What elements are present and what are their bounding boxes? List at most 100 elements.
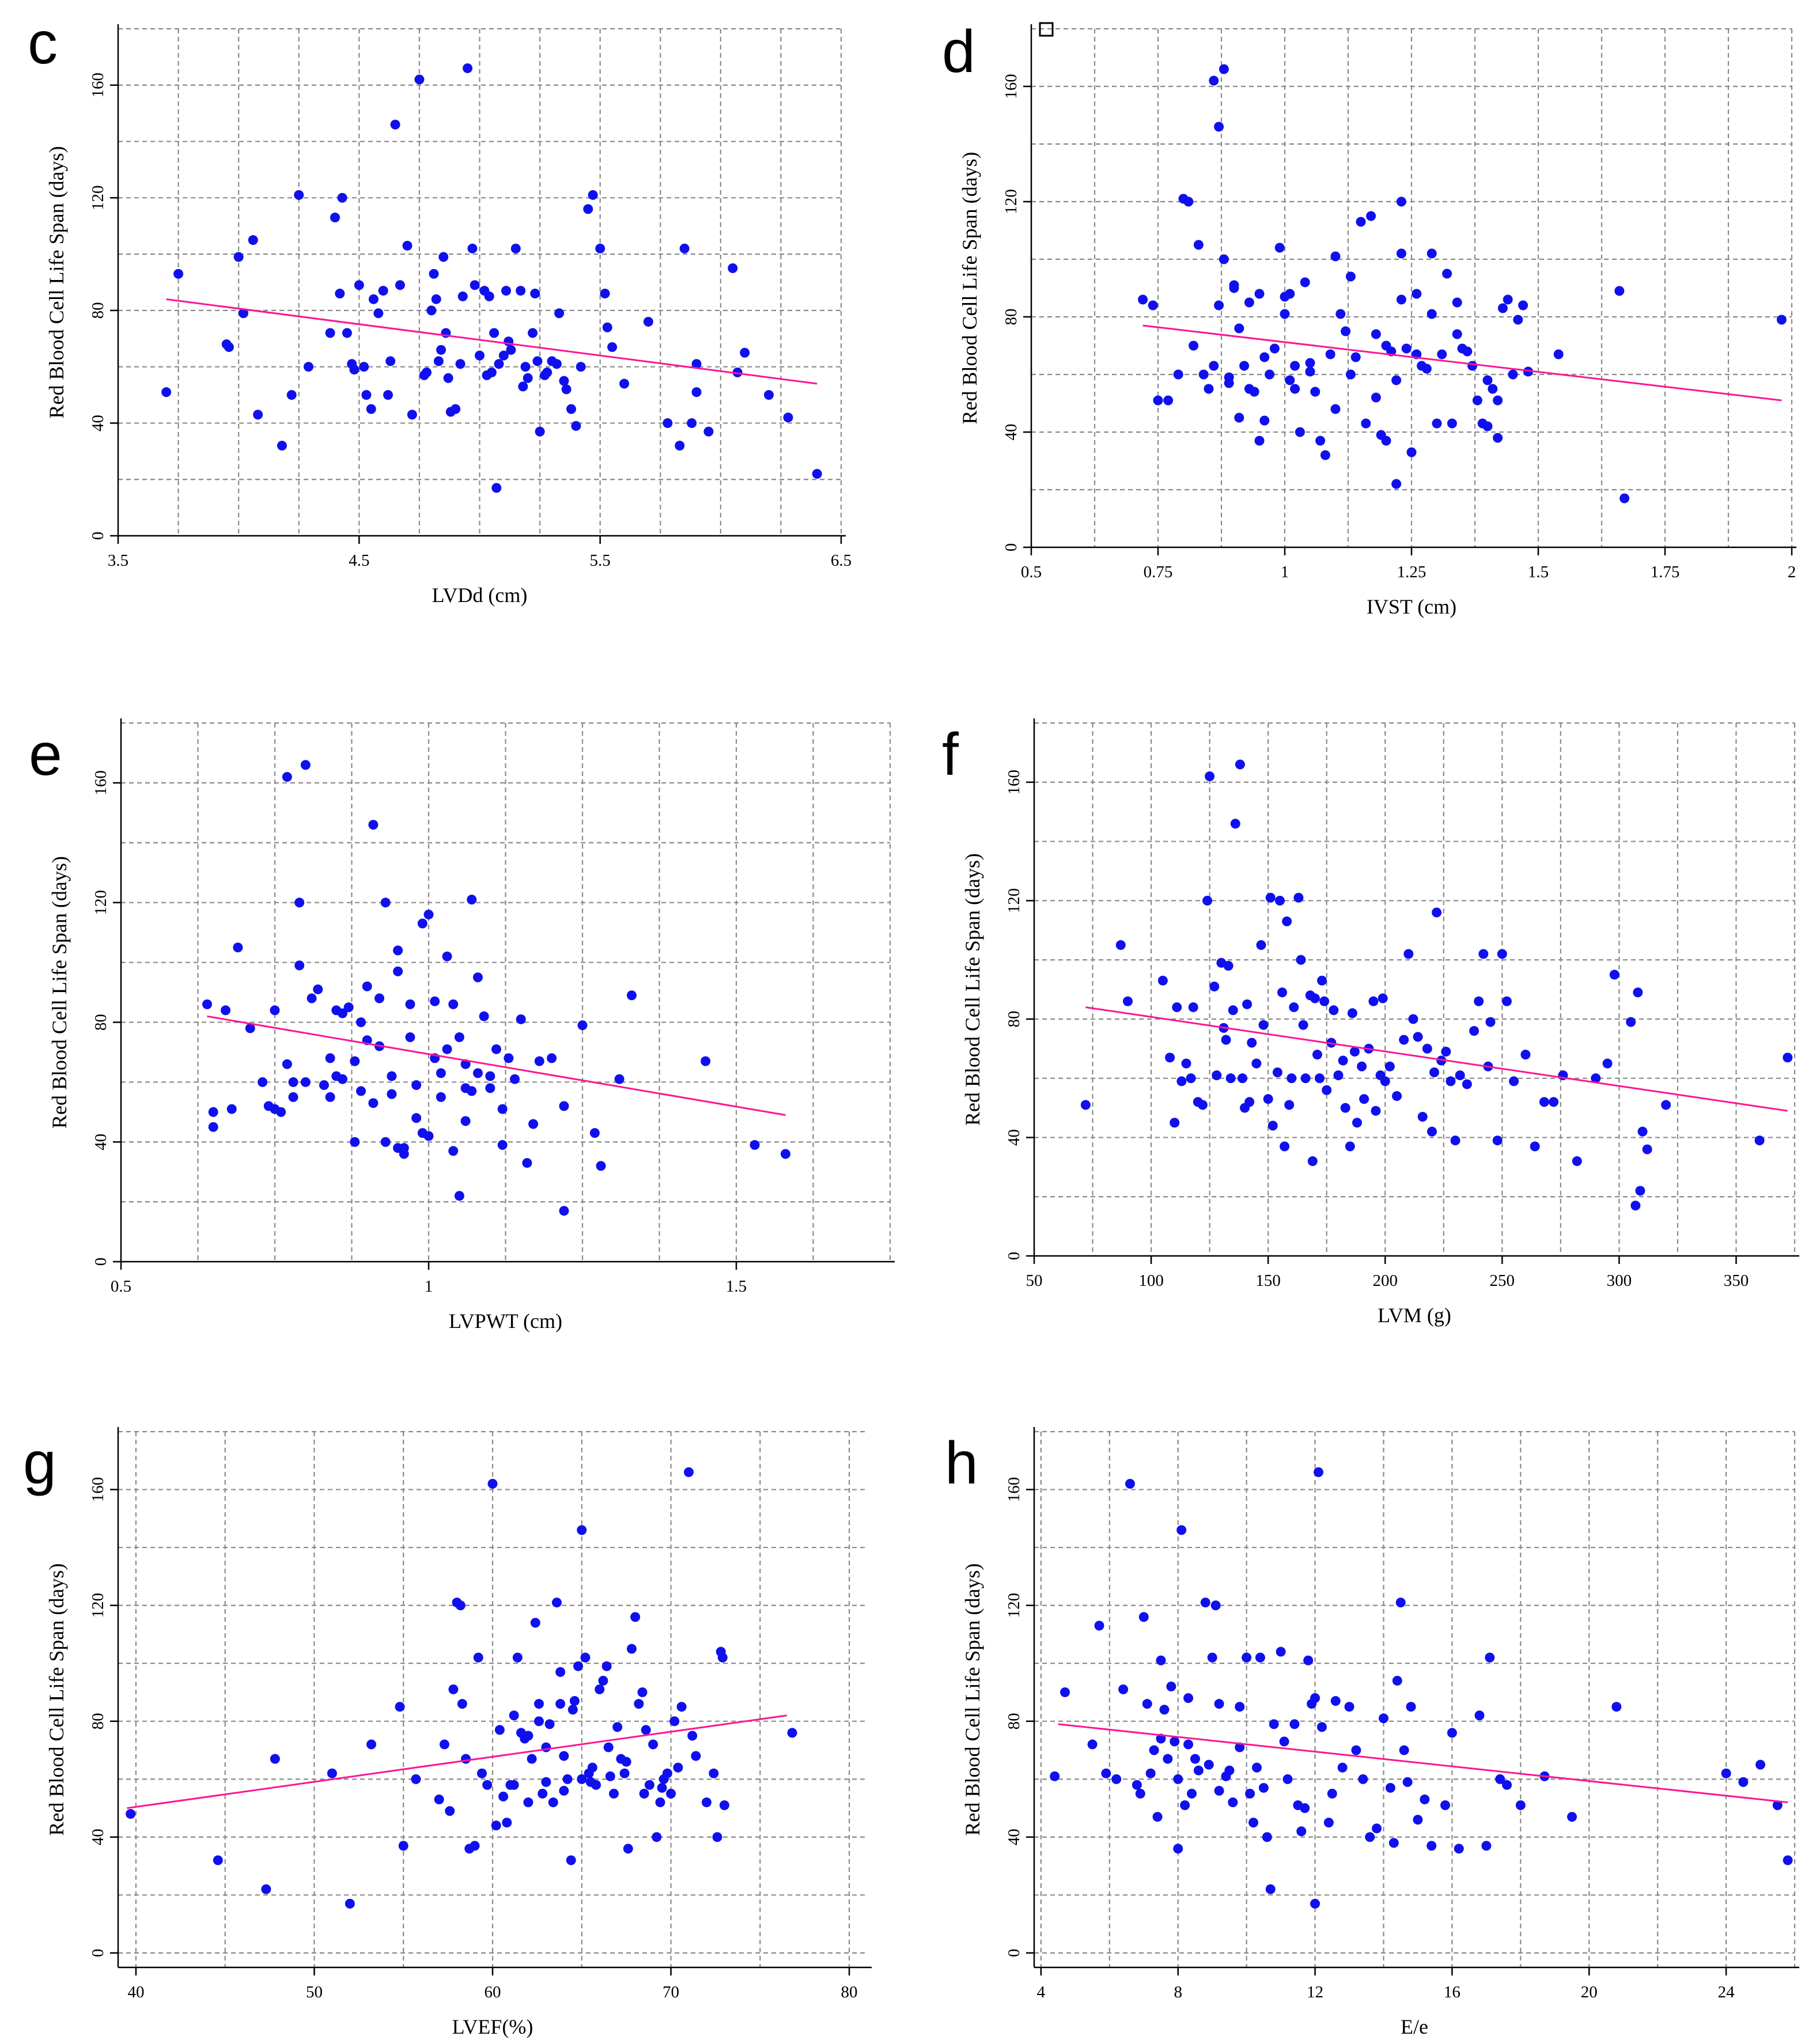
data-point bbox=[533, 1716, 544, 1727]
data-point bbox=[270, 1754, 280, 1764]
data-point bbox=[669, 1716, 680, 1727]
data-point bbox=[494, 359, 504, 369]
data-point bbox=[407, 410, 417, 420]
data-point bbox=[701, 1056, 711, 1066]
panel-letter: e bbox=[29, 721, 62, 788]
data-point bbox=[1469, 1025, 1480, 1036]
data-point bbox=[719, 1800, 729, 1810]
data-point bbox=[1258, 1782, 1269, 1793]
data-point bbox=[780, 1149, 790, 1159]
data-point bbox=[1783, 1053, 1793, 1063]
data-point bbox=[1204, 384, 1214, 394]
data-point bbox=[442, 1044, 452, 1054]
data-point bbox=[482, 1780, 493, 1790]
data-point bbox=[1289, 1719, 1300, 1729]
data-point bbox=[691, 1751, 701, 1761]
data-point bbox=[1212, 1070, 1222, 1081]
y-axis-label: Red Blood Cell Life Span (days) bbox=[48, 856, 71, 1129]
data-point bbox=[1361, 418, 1371, 429]
data-point bbox=[467, 1086, 477, 1096]
x-tick-label: 5.5 bbox=[590, 551, 611, 570]
data-point bbox=[245, 1023, 255, 1034]
data-point bbox=[439, 1739, 449, 1750]
data-point bbox=[1153, 395, 1163, 406]
data-point bbox=[300, 760, 311, 770]
data-point bbox=[467, 243, 478, 253]
data-point bbox=[644, 1780, 654, 1790]
panel-e: e 0.5 1 1.5 0 40 80 120 160 LVPWT (cm) Red Blood C… bbox=[29, 718, 895, 1333]
data-point bbox=[1403, 949, 1414, 959]
data-point bbox=[343, 1002, 354, 1012]
data-point bbox=[1520, 1050, 1531, 1060]
data-point bbox=[652, 1832, 662, 1842]
x-tick-label: 1.25 bbox=[1397, 563, 1427, 581]
data-point bbox=[368, 820, 379, 830]
fit-line bbox=[166, 298, 818, 385]
data-point bbox=[398, 1841, 408, 1851]
data-point bbox=[619, 379, 629, 389]
data-point bbox=[426, 305, 437, 316]
data-point bbox=[327, 1768, 337, 1778]
x-tick-label: 200 bbox=[1372, 1271, 1398, 1290]
data-point bbox=[226, 1104, 237, 1114]
data-point bbox=[1513, 315, 1523, 325]
data-point bbox=[479, 1011, 489, 1021]
data-point bbox=[1305, 366, 1315, 377]
data-point bbox=[282, 1059, 292, 1069]
data-point bbox=[489, 328, 500, 338]
data-point bbox=[1635, 1186, 1645, 1196]
data-point bbox=[555, 1667, 566, 1677]
data-point bbox=[1391, 479, 1402, 489]
data-point bbox=[494, 1725, 505, 1735]
panel-f: f 50 100 150 200 250 300 350 0 40 80 120 160 LVM (g) R… bbox=[942, 718, 1799, 1327]
data-point bbox=[448, 1146, 459, 1156]
data-point bbox=[448, 999, 459, 1009]
data-point bbox=[454, 1191, 464, 1201]
data-point bbox=[1244, 1097, 1255, 1107]
data-point bbox=[571, 421, 581, 431]
data-point bbox=[691, 387, 702, 398]
data-point bbox=[1721, 1768, 1731, 1778]
data-point bbox=[1163, 395, 1174, 406]
data-point bbox=[491, 483, 502, 493]
data-point bbox=[1300, 277, 1310, 287]
data-point bbox=[1111, 1774, 1122, 1784]
data-point bbox=[1378, 1713, 1388, 1724]
data-point bbox=[448, 1684, 459, 1694]
data-point bbox=[307, 993, 317, 1004]
data-point bbox=[1378, 993, 1388, 1004]
data-point bbox=[510, 243, 521, 253]
data-point bbox=[362, 981, 372, 991]
data-point bbox=[202, 999, 213, 1009]
data-point bbox=[1296, 955, 1306, 965]
data-point bbox=[530, 1618, 540, 1628]
data-point bbox=[1287, 1073, 1297, 1084]
data-point bbox=[1591, 1073, 1601, 1084]
data-point bbox=[208, 1122, 218, 1132]
data-point bbox=[1183, 196, 1194, 207]
data-point bbox=[288, 1077, 298, 1087]
data-point bbox=[430, 996, 440, 1006]
data-point bbox=[1180, 1800, 1190, 1810]
data-point bbox=[1285, 375, 1295, 385]
data-point bbox=[1163, 1754, 1173, 1764]
data-point bbox=[1234, 323, 1244, 334]
data-point bbox=[1412, 289, 1422, 299]
data-point bbox=[1381, 436, 1391, 446]
fit-line bbox=[127, 1714, 787, 1809]
data-point bbox=[1755, 1759, 1766, 1770]
data-point bbox=[356, 1017, 366, 1027]
data-point bbox=[1413, 1815, 1423, 1825]
data-point bbox=[486, 367, 497, 377]
data-point bbox=[1408, 1014, 1418, 1024]
data-point bbox=[1319, 996, 1330, 1006]
y-tick-label: 40 bbox=[1005, 1829, 1023, 1845]
data-point bbox=[161, 387, 172, 398]
data-point bbox=[1224, 1765, 1235, 1776]
data-point bbox=[1165, 1053, 1175, 1063]
data-point bbox=[1358, 1774, 1368, 1784]
data-point bbox=[577, 1525, 587, 1535]
data-point bbox=[676, 1702, 687, 1712]
data-point bbox=[454, 1032, 464, 1042]
data-point bbox=[596, 1161, 606, 1171]
